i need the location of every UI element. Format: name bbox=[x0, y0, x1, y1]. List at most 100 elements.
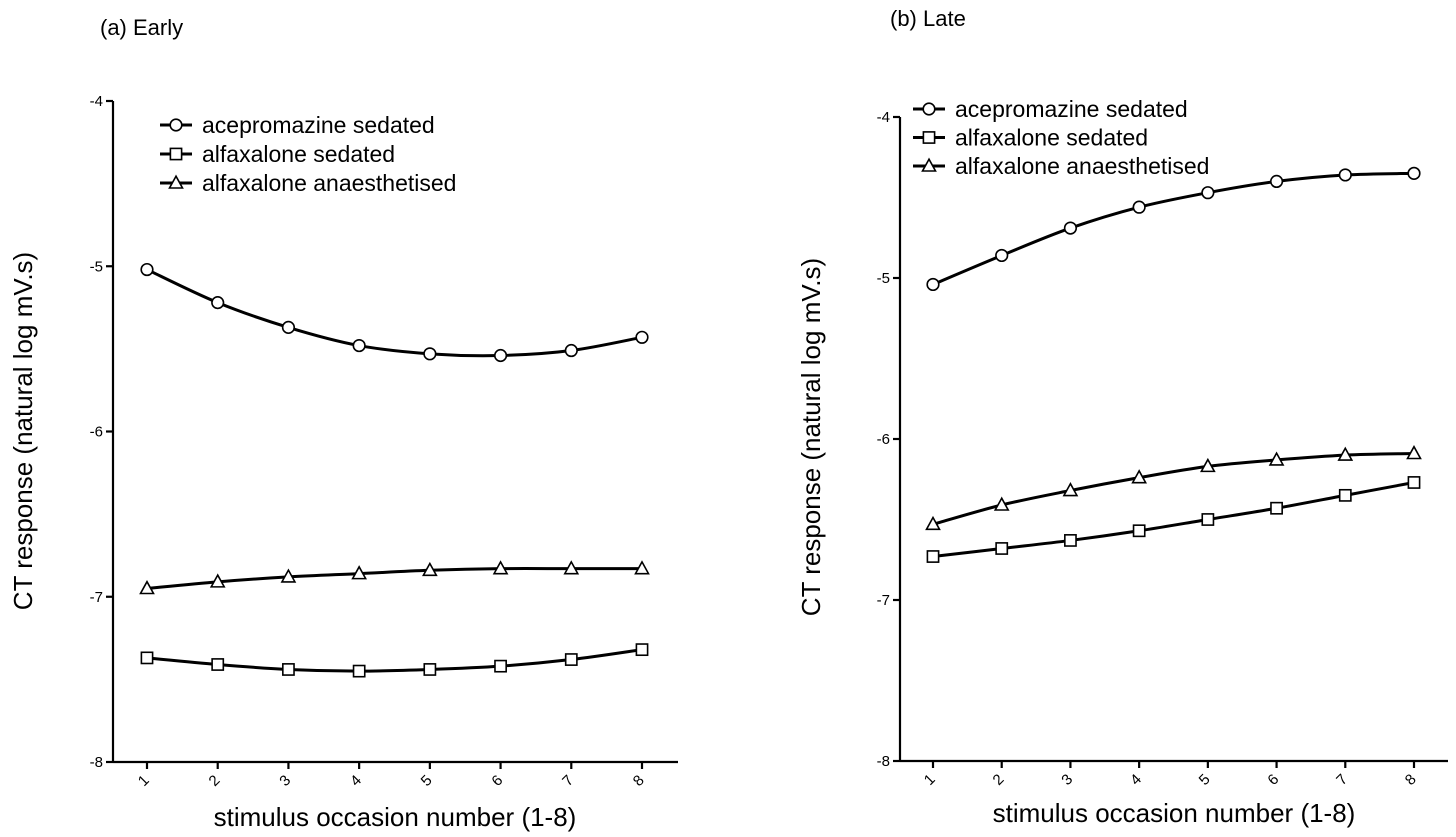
data-point bbox=[564, 653, 578, 666]
legend-entry: alfaxalone sedated bbox=[913, 125, 1148, 151]
data-point bbox=[995, 248, 1009, 263]
series-square bbox=[140, 643, 649, 678]
series-triangle bbox=[139, 560, 650, 595]
x-axis-label: stimulus occasion number (1-8) bbox=[993, 798, 1356, 828]
y-tick-label: -6 bbox=[877, 431, 890, 448]
series-line bbox=[146, 648, 643, 673]
x-tick-label: 1 bbox=[135, 772, 153, 790]
legend-marker bbox=[169, 118, 183, 132]
y-tick-label: -4 bbox=[90, 93, 103, 110]
data-point bbox=[1132, 524, 1146, 538]
series-circle bbox=[926, 166, 1421, 292]
chart-panel-a: (a) Early -4 -5 -6 -7 -8 1 2 3 4 5 6 7 8 CT response (… bbox=[8, 15, 678, 832]
data-point bbox=[282, 663, 295, 676]
data-point bbox=[635, 643, 649, 657]
legend-label: acepromazine sedated bbox=[955, 96, 1188, 122]
data-point bbox=[493, 348, 508, 363]
legend-label: alfaxalone anaesthetised bbox=[955, 153, 1209, 179]
legend-entry: alfaxalone anaesthetised bbox=[160, 170, 456, 196]
data-point bbox=[1062, 482, 1079, 497]
data-point bbox=[1407, 476, 1421, 489]
data-point bbox=[1407, 166, 1421, 180]
legend-marker bbox=[921, 157, 937, 172]
panel-title: (b) Late bbox=[890, 6, 966, 31]
series-line bbox=[932, 451, 1415, 526]
x-axis-label: stimulus occasion number (1-8) bbox=[214, 802, 577, 832]
data-point bbox=[351, 565, 367, 580]
x-tick-label: 3 bbox=[276, 772, 294, 790]
data-point bbox=[209, 573, 226, 588]
series-circle bbox=[140, 262, 649, 363]
data-point bbox=[280, 568, 297, 583]
data-point bbox=[423, 663, 437, 676]
data-point bbox=[140, 262, 154, 277]
legend-entry: alfaxalone sedated bbox=[160, 141, 395, 167]
data-point bbox=[352, 664, 366, 678]
legend-marker bbox=[922, 131, 936, 144]
data-point bbox=[1268, 451, 1285, 466]
data-point bbox=[423, 347, 437, 361]
legend-entry: acepromazine sedated bbox=[913, 96, 1188, 122]
x-tick-label: 6 bbox=[488, 772, 506, 790]
legend-marker bbox=[168, 174, 184, 189]
data-point bbox=[634, 560, 650, 575]
x-tick-label: 4 bbox=[1127, 771, 1145, 789]
legend-label: alfaxalone sedated bbox=[955, 125, 1148, 151]
data-point bbox=[1269, 174, 1284, 188]
chart-panel-b: (b) Late -4 -5 -6 -7 -8 1 2 3 4 5 6 7 8 CT response (n… bbox=[796, 6, 1448, 828]
x-tick-label: 8 bbox=[1402, 771, 1420, 789]
y-tick-label: -6 bbox=[90, 424, 103, 441]
data-point bbox=[926, 550, 940, 563]
data-point bbox=[635, 330, 649, 344]
data-point bbox=[1201, 186, 1215, 200]
data-point bbox=[1200, 457, 1216, 473]
data-point bbox=[993, 496, 1010, 511]
data-point bbox=[281, 320, 296, 334]
x-tick-label: 1 bbox=[921, 771, 939, 789]
x-tick-label: 7 bbox=[1333, 771, 1351, 789]
data-point bbox=[492, 560, 509, 575]
series-line bbox=[146, 567, 642, 590]
data-point bbox=[563, 560, 580, 575]
data-point bbox=[1131, 469, 1147, 484]
x-tick-label: 2 bbox=[206, 772, 224, 790]
data-point bbox=[925, 515, 941, 531]
x-tick-label: 7 bbox=[559, 772, 577, 790]
data-point bbox=[1132, 200, 1146, 214]
data-point bbox=[995, 542, 1009, 555]
series-line bbox=[932, 171, 1415, 286]
y-tick-label: -8 bbox=[877, 753, 890, 770]
x-tick-label: 3 bbox=[1058, 771, 1076, 789]
legend-label: acepromazine sedated bbox=[202, 112, 435, 138]
data-point bbox=[926, 277, 940, 292]
data-point bbox=[1270, 501, 1283, 515]
legend-marker bbox=[169, 147, 183, 161]
legend-label: alfaxalone anaesthetised bbox=[202, 170, 456, 196]
data-point bbox=[211, 296, 225, 310]
legend-marker bbox=[922, 102, 936, 116]
series-triangle bbox=[925, 445, 1422, 531]
data-point bbox=[1064, 534, 1077, 547]
data-point bbox=[1406, 445, 1422, 460]
y-axis-label: CT response (natural log mV.s) bbox=[8, 252, 38, 610]
data-point bbox=[494, 659, 507, 673]
data-point bbox=[211, 658, 225, 671]
y-tick-label: -7 bbox=[90, 589, 103, 606]
y-axis-label: CT response (natural log mV.s) bbox=[796, 258, 826, 616]
legend-entry: acepromazine sedated bbox=[160, 112, 435, 138]
data-point bbox=[1337, 446, 1354, 461]
data-point bbox=[422, 561, 438, 577]
data-point bbox=[139, 580, 155, 595]
data-point bbox=[1338, 488, 1352, 502]
data-point bbox=[1201, 513, 1215, 526]
legend-entry: alfaxalone anaesthetised bbox=[913, 153, 1209, 179]
data-point bbox=[1063, 221, 1078, 235]
data-point bbox=[352, 338, 366, 353]
y-tick-label: -8 bbox=[90, 754, 103, 771]
legend-label: alfaxalone sedated bbox=[202, 141, 395, 167]
x-tick-label: 4 bbox=[347, 772, 365, 790]
data-point bbox=[1338, 168, 1352, 182]
y-tick-label: -4 bbox=[877, 109, 890, 126]
x-tick-label: 5 bbox=[418, 772, 436, 790]
